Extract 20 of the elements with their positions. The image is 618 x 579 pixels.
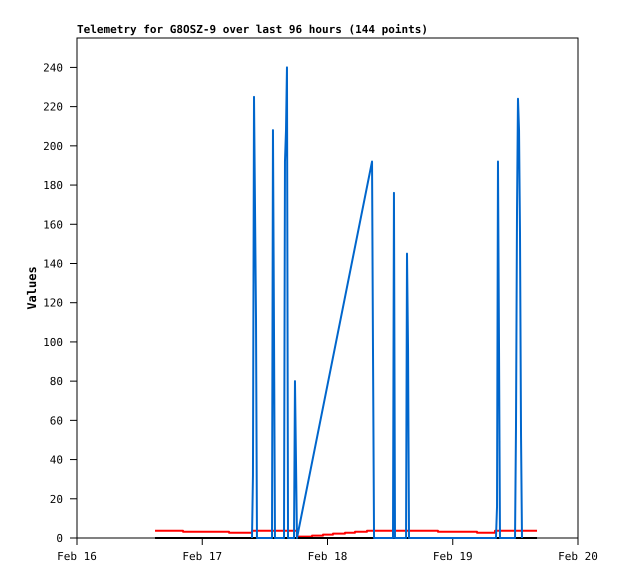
y-tick-label: 20 bbox=[50, 492, 63, 506]
y-tick-label: 60 bbox=[50, 414, 63, 428]
y-axis-title: Values bbox=[25, 266, 39, 310]
chart-title: Telemetry for G8OSZ-9 over last 96 hours (144 points) bbox=[77, 23, 428, 36]
y-tick-label: 100 bbox=[43, 336, 63, 349]
y-tick-label: 220 bbox=[43, 100, 63, 114]
y-tick-label: 180 bbox=[43, 179, 63, 192]
x-tick-label: Feb 16 bbox=[57, 550, 97, 563]
y-tick-label: 200 bbox=[43, 140, 63, 153]
y-tick-label: 0 bbox=[56, 532, 63, 545]
y-tick-label: 160 bbox=[43, 218, 63, 232]
x-tick-label: Feb 18 bbox=[308, 550, 348, 563]
y-tick-label: 120 bbox=[43, 296, 63, 310]
y-tick-label: 240 bbox=[43, 61, 63, 74]
x-tick-label: Feb 20 bbox=[558, 550, 598, 563]
y-tick-label: 80 bbox=[50, 375, 63, 388]
y-tick-label: 140 bbox=[43, 257, 63, 270]
x-tick-label: Feb 19 bbox=[432, 550, 473, 563]
x-tick-label: Feb 17 bbox=[182, 550, 222, 563]
y-tick-label: 40 bbox=[50, 454, 63, 467]
